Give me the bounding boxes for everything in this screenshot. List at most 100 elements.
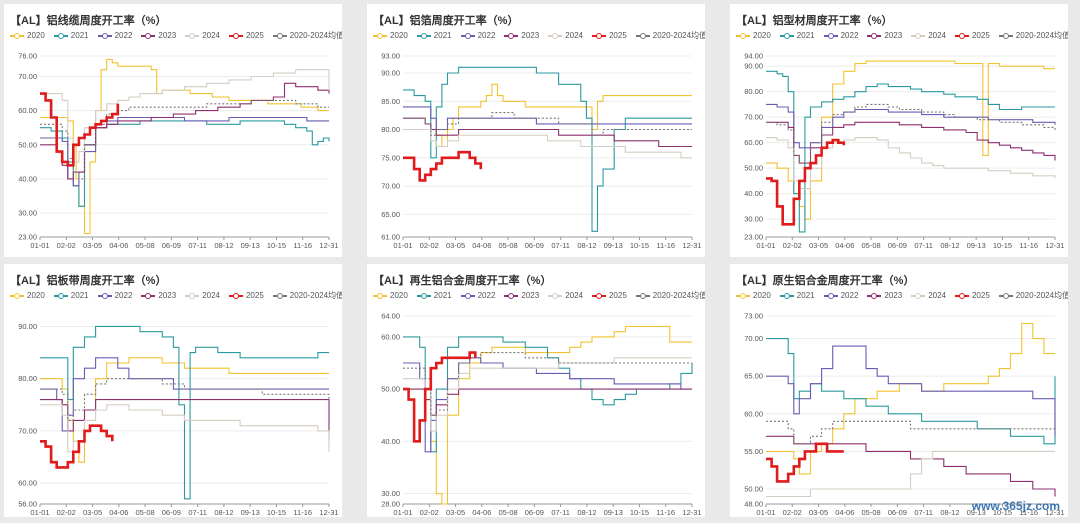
- legend-item[interactable]: 2024: [911, 30, 946, 41]
- y-tick-label: 61.00: [381, 233, 400, 242]
- legend-item[interactable]: 2022: [460, 30, 495, 41]
- x-tick-label: 05-08: [498, 241, 517, 250]
- legend-label: 2024: [202, 291, 220, 300]
- legend-item[interactable]: 2025: [591, 30, 627, 41]
- series-line-2025: [40, 92, 120, 167]
- legend-item[interactable]: 2023: [504, 290, 539, 301]
- legend-item[interactable]: 2025: [228, 290, 264, 301]
- legend-swatch: [97, 292, 112, 300]
- x-tick-label: 12-31: [319, 241, 338, 250]
- chart-title: 【AL】铝箔周度开工率（%）: [373, 15, 519, 27]
- legend-item[interactable]: 2020-2024均值: [635, 290, 705, 301]
- chart-plot: 23.00 30.00 40.00 50.00 60.00 70.00 80.00 90.00…: [744, 52, 1064, 251]
- panel-aluminum-foil: 【AL】铝箔周度开工率（%） 2020 2021 2022 2023 2024 2025 2…: [367, 4, 705, 257]
- legend-item[interactable]: 2020: [736, 30, 771, 41]
- series-line-avg: [766, 103, 1056, 164]
- legend-item[interactable]: 2020-2024均值: [272, 30, 342, 41]
- legend-label: 2020: [753, 31, 771, 40]
- legend-swatch: [185, 32, 200, 40]
- x-tick-label: 08-12: [940, 508, 959, 517]
- legend-item[interactable]: 2021: [53, 30, 89, 41]
- legend-item[interactable]: 2025: [954, 290, 990, 301]
- x-tick-label: 11-16: [293, 508, 312, 517]
- legend-item[interactable]: 2020-2024均值: [998, 30, 1068, 41]
- legend-item[interactable]: 2024: [185, 290, 220, 301]
- legend-label: 2020: [27, 31, 45, 40]
- panel-aluminum-plate-strip: 【AL】铝板带周度开工率（%） 2020 2021 2022 2023 2024 2025…: [4, 264, 342, 517]
- legend-label: 2025: [608, 31, 627, 40]
- x-tick-label: 07-11: [914, 241, 933, 250]
- legend-label: 2024: [928, 291, 946, 300]
- y-tick-label: 23.00: [744, 233, 763, 242]
- legend-swatch: [272, 292, 287, 300]
- y-tick-label: 80.00: [18, 374, 37, 383]
- legend-label: 2021: [796, 31, 815, 40]
- legend-swatch: [635, 292, 650, 300]
- x-tick-label: 12-31: [682, 508, 701, 517]
- legend-swatch: [779, 32, 794, 40]
- y-tick-label: 80.00: [744, 87, 763, 96]
- legend-item[interactable]: 2023: [141, 30, 176, 41]
- legend-item[interactable]: 2023: [867, 30, 902, 41]
- legend-label: 2020-2024均值: [1015, 31, 1068, 40]
- legend-swatch: [228, 292, 243, 300]
- series-line-2023: [403, 117, 692, 148]
- legend-item[interactable]: 2020: [373, 30, 408, 41]
- x-tick-label: 12-31: [1045, 241, 1064, 250]
- x-tick-label: 03-05: [83, 508, 102, 517]
- legend-item[interactable]: 2022: [823, 30, 858, 41]
- legend-item[interactable]: 2021: [416, 30, 452, 41]
- legend-item[interactable]: 2020: [10, 30, 45, 41]
- legend-item[interactable]: 2020: [10, 290, 45, 301]
- x-tick-label: 03-05: [809, 508, 828, 517]
- chart-title: 【AL】铝板带周度开工率（%）: [10, 275, 167, 287]
- legend-label: 2024: [565, 291, 583, 300]
- legend-item[interactable]: 2020: [373, 290, 408, 301]
- y-tick-label: 48.00: [744, 500, 763, 509]
- x-tick-label: 11-16: [1019, 241, 1038, 250]
- legend-item[interactable]: 2025: [591, 290, 627, 301]
- legend-item[interactable]: 2020-2024均值: [272, 290, 342, 301]
- legend-item[interactable]: 2022: [823, 290, 858, 301]
- legend-item[interactable]: 2023: [867, 290, 902, 301]
- x-tick-label: 09-13: [241, 508, 260, 517]
- legend-item[interactable]: 2025: [954, 30, 990, 41]
- legend-item[interactable]: 2021: [416, 290, 452, 301]
- x-tick-label: 08-12: [577, 241, 596, 250]
- x-tick-label: 07-11: [551, 508, 570, 517]
- y-tick-label: 90.00: [744, 62, 763, 71]
- series-line-2022: [766, 345, 1056, 437]
- legend-item[interactable]: 2021: [779, 290, 815, 301]
- legend-item[interactable]: 2023: [504, 30, 539, 41]
- legend-item[interactable]: 2021: [53, 290, 89, 301]
- x-tick-label: 09-13: [241, 241, 260, 250]
- legend-swatch: [504, 32, 519, 40]
- legend-item[interactable]: 2025: [228, 30, 264, 41]
- legend-item[interactable]: 2022: [460, 290, 495, 301]
- legend-item[interactable]: 2022: [97, 30, 132, 41]
- legend-label: 2021: [70, 31, 89, 40]
- x-tick-label: 07-11: [188, 508, 207, 517]
- x-tick-label: 12-31: [319, 508, 338, 517]
- legend-item[interactable]: 2023: [141, 290, 176, 301]
- legend-item[interactable]: 2024: [185, 30, 220, 41]
- legend-swatch: [504, 292, 519, 300]
- legend-swatch: [460, 292, 475, 300]
- legend-item[interactable]: 2020-2024均值: [998, 290, 1068, 301]
- legend-item[interactable]: 2021: [779, 30, 815, 41]
- x-tick-label: 06-09: [162, 241, 181, 250]
- x-tick-label: 12-31: [1045, 508, 1064, 517]
- y-tick-label: 56.00: [18, 500, 37, 509]
- legend-item[interactable]: 2020: [736, 290, 771, 301]
- legend-item[interactable]: 2024: [548, 30, 583, 41]
- legend-item[interactable]: 2024: [548, 290, 583, 301]
- y-tick-label: 50.00: [18, 140, 37, 149]
- legend-swatch: [416, 32, 431, 40]
- legend-item[interactable]: 2022: [97, 290, 132, 301]
- x-tick-label: 04-06: [472, 508, 491, 517]
- legend-label: 2023: [521, 291, 540, 300]
- legend-item[interactable]: 2024: [911, 290, 946, 301]
- legend-item[interactable]: 2020-2024均值: [635, 30, 705, 41]
- x-tick-label: 06-09: [888, 241, 907, 250]
- x-tick-label: 02-02: [420, 508, 439, 517]
